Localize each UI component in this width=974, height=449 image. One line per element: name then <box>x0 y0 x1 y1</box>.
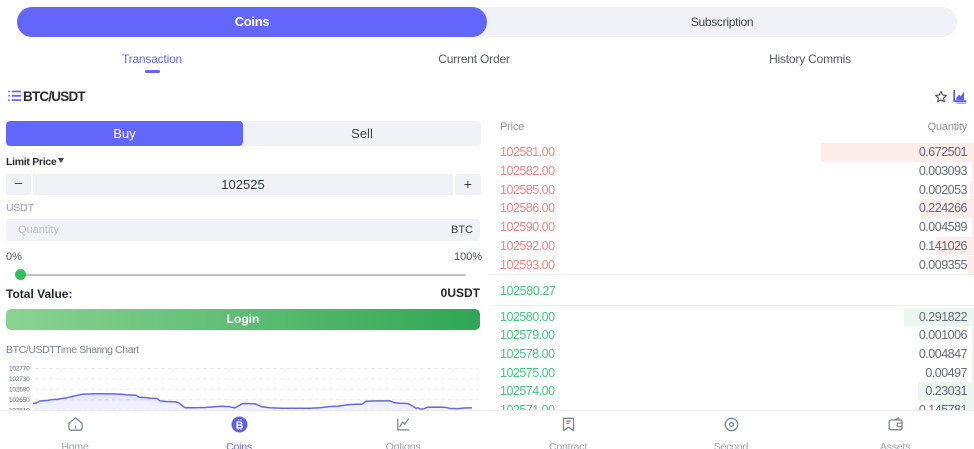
svg-text:102770: 102770 <box>9 366 30 373</box>
svg-text:102730: 102730 <box>9 376 30 383</box>
svg-text:102650: 102650 <box>9 397 30 404</box>
svg-text:102690: 102690 <box>9 387 30 394</box>
svg-text:B: B <box>235 419 243 431</box>
